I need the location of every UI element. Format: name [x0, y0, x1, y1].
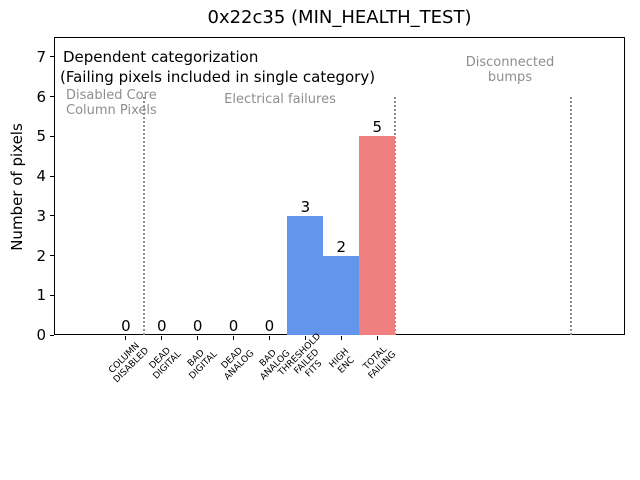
bar-value-label: 0	[228, 317, 239, 335]
bar-value-label: 0	[121, 317, 131, 335]
x-tick-mark	[125, 336, 127, 340]
y-tick-label: 6	[36, 87, 46, 106]
y-tick-mark	[50, 215, 54, 217]
annotation-failing-pixels: (Failing pixels included in single categ…	[60, 68, 376, 86]
bar-value-label: 3	[300, 197, 311, 216]
bar-value-label: 2	[336, 237, 347, 256]
y-tick-mark	[50, 135, 54, 137]
section-label-disconnected-bumps: Disconnected bumps	[465, 55, 555, 85]
bar	[323, 255, 360, 335]
x-tick-mark	[269, 336, 270, 340]
section-label-electrical-failures: Electrical failures	[224, 92, 336, 107]
bar-value-label: 0	[156, 317, 167, 335]
bar-value-label: 0	[192, 317, 203, 335]
bar-value-label: 5	[372, 118, 383, 137]
bar-value-label: 0	[264, 317, 275, 335]
separator-line	[394, 96, 397, 335]
x-tick-mark	[340, 336, 342, 340]
y-tick-mark	[50, 56, 54, 58]
y-tick-label: 5	[36, 127, 46, 146]
separator-line	[570, 96, 573, 335]
chart-title: 0x22c35 (MIN_HEALTH_TEST)	[207, 7, 472, 28]
y-tick-mark	[50, 175, 54, 177]
separator-line	[142, 96, 145, 335]
y-tick-mark	[50, 96, 54, 98]
x-tick-mark	[233, 336, 235, 340]
y-tick-label: 1	[36, 286, 46, 305]
x-tick-mark	[197, 336, 199, 340]
y-tick-label: 7	[36, 47, 46, 66]
y-tick-label: 3	[36, 206, 46, 225]
x-tick-mark	[304, 336, 306, 340]
bar	[287, 215, 324, 335]
y-tick-mark	[50, 294, 54, 296]
annotation-dependent-categorization: Dependent categorization	[63, 48, 259, 66]
y-tick-label: 4	[36, 167, 46, 186]
bar	[359, 136, 396, 335]
x-tick-mark	[376, 336, 378, 340]
x-tick-mark	[161, 336, 163, 340]
section-label-disabled-core: Disabled Core Column Pixels	[66, 88, 157, 118]
y-tick-label: 0	[36, 326, 46, 344]
y-tick-label: 2	[36, 246, 46, 265]
y-tick-mark	[50, 255, 54, 256]
y-tick-mark	[50, 334, 54, 336]
